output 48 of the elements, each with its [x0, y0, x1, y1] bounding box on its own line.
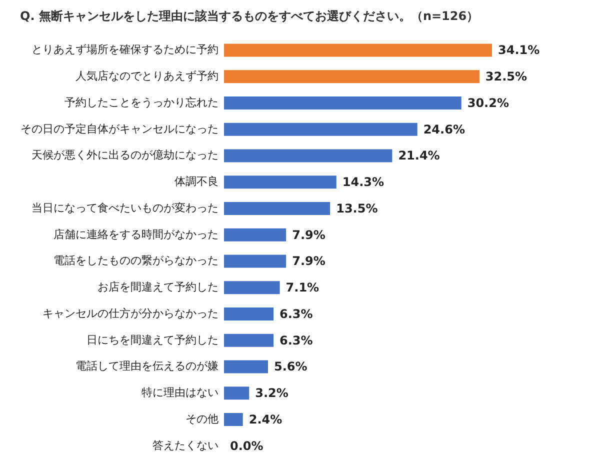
data-label: 24.6% — [423, 122, 465, 136]
y-tick-label: お店を間違えて予約した — [98, 280, 218, 294]
y-tick-label: 体調不良 — [174, 175, 218, 188]
data-label: 14.3% — [342, 175, 384, 190]
data-label: 21.4% — [398, 148, 440, 163]
data-label: 7.9% — [292, 254, 326, 268]
bar — [224, 228, 286, 242]
y-tick-label: その他 — [186, 412, 218, 426]
data-label: 5.6% — [274, 360, 308, 374]
y-tick-label: 電話をしたものの繋がらなかった — [54, 254, 218, 268]
bar — [224, 122, 418, 136]
y-tick-label: とりあえず場所を確保するために予約 — [32, 43, 218, 56]
bar — [224, 360, 268, 374]
data-label: 2.4% — [248, 412, 282, 426]
bar — [224, 96, 462, 110]
bar — [224, 149, 392, 162]
y-tick-label: 人気店なのでとりあえず予約 — [76, 70, 218, 83]
bar — [224, 176, 336, 189]
y-tick-label: 予約したことをうっかり忘れた — [64, 96, 218, 109]
data-label: 7.1% — [286, 280, 320, 295]
bar — [224, 412, 243, 426]
data-label: 6.3% — [280, 333, 313, 348]
data-label: 3.2% — [255, 386, 288, 400]
chart-title: Q. 無断キャンセルをした理由に該当するものをすべてお選びください。（n=126） — [20, 9, 479, 23]
bar — [224, 70, 480, 84]
data-label: 32.5% — [485, 70, 528, 84]
data-label: 6.3% — [280, 306, 313, 321]
bar — [224, 281, 280, 294]
bar — [224, 334, 274, 347]
bar — [224, 202, 330, 215]
y-tick-label: その日の予定自体がキャンセルになった — [20, 122, 218, 136]
bar — [224, 307, 274, 320]
y-tick-label: 日にちを間違えて予約した — [86, 333, 218, 346]
data-label: 34.1% — [498, 43, 540, 58]
bar — [224, 386, 250, 400]
y-tick-label: 特に理由はない — [142, 386, 218, 400]
y-tick-label: 天候が悪く外に出るのが億劫になった — [32, 148, 218, 162]
y-tick-label: 店舗に連絡をする時間がなかった — [54, 228, 218, 241]
y-tick-label: 当日になって食べたいものが変わった — [32, 201, 218, 214]
bar — [224, 44, 492, 57]
y-tick-label: キャンセルの仕方が分からなかった — [42, 306, 218, 320]
bar — [224, 254, 286, 268]
data-label: 7.9% — [292, 228, 326, 242]
y-tick-label: 答えたくない — [152, 438, 218, 452]
data-label: 0.0% — [230, 438, 264, 453]
data-label: 13.5% — [336, 201, 378, 216]
y-tick-label: 電話して理由を伝えるのが嫌 — [76, 360, 218, 373]
data-label: 30.2% — [467, 96, 509, 110]
